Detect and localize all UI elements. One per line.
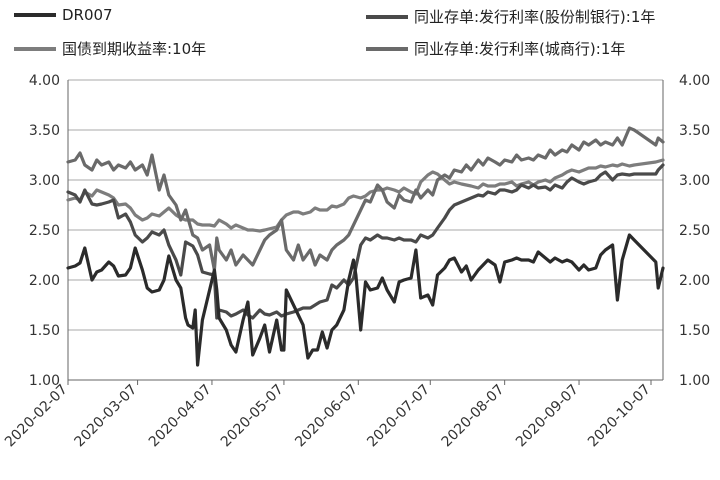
x-tick-label: 2020-06-07 bbox=[292, 382, 361, 451]
legend-label-ncd-city-bank: 同业存单:发行利率(城商行):1年 bbox=[414, 40, 626, 58]
y-tick-label-right: 1.50 bbox=[679, 323, 710, 339]
legend-label-dr007: DR007 bbox=[62, 6, 113, 24]
x-tick-label: 2020-07-07 bbox=[364, 382, 433, 451]
series-line-ncd-city-bank bbox=[66, 126, 665, 272]
legend-swatch-ncd-city-bank bbox=[366, 46, 408, 51]
y-tick-label-right: 2.50 bbox=[679, 223, 710, 239]
legend-swatch-dr007 bbox=[14, 13, 56, 17]
legend-swatch-ncd-joint-stock bbox=[366, 14, 408, 19]
x-tick-label: 2020-10-07 bbox=[585, 382, 654, 451]
y-tick-label-right: 2.00 bbox=[679, 273, 710, 289]
y-tick-label-left: 2.00 bbox=[29, 273, 60, 289]
y-tick-label-left: 3.50 bbox=[29, 123, 60, 139]
y-tick-label-right: 3.00 bbox=[679, 173, 710, 189]
x-tick-label: 2020-02-07 bbox=[2, 382, 71, 451]
y-tick-label-left: 1.50 bbox=[29, 323, 60, 339]
series-line-ncd-joint-stock bbox=[66, 163, 665, 320]
y-tick-label-right: 1.00 bbox=[679, 373, 710, 389]
x-tick-label: 2020-03-07 bbox=[72, 382, 141, 451]
legend-item-dr007: DR007 bbox=[14, 6, 113, 24]
y-tick-label-left: 1.00 bbox=[29, 373, 60, 389]
series-line-treasury-10y bbox=[66, 158, 665, 233]
legend-swatch-treasury-10y bbox=[14, 46, 56, 51]
legend-item-ncd-joint-stock: 同业存单:发行利率(股份制银行):1年 bbox=[366, 6, 655, 27]
legend-item-ncd-city-bank: 同业存单:发行利率(城商行):1年 bbox=[366, 38, 625, 59]
legend-item-treasury-10y: 国债到期收益率:10年 bbox=[14, 38, 206, 59]
legend-label-treasury-10y: 国债到期收益率:10年 bbox=[62, 40, 207, 58]
legend-label-ncd-joint-stock: 同业存单:发行利率(股份制银行):1年 bbox=[414, 8, 656, 26]
y-tick-label-right: 4.00 bbox=[679, 73, 710, 89]
y-tick-label-left: 4.00 bbox=[29, 73, 60, 89]
x-tick-label: 2020-08-07 bbox=[439, 382, 508, 451]
x-tick-label: 2020-04-07 bbox=[146, 382, 215, 451]
x-tick-label: 2020-05-07 bbox=[218, 382, 287, 451]
x-tick-label: 2020-09-07 bbox=[513, 382, 582, 451]
series-line-dr007 bbox=[66, 233, 665, 367]
y-tick-label-left: 3.00 bbox=[29, 173, 60, 189]
y-tick-label-right: 3.50 bbox=[679, 123, 710, 139]
y-tick-label-left: 2.50 bbox=[29, 223, 60, 239]
